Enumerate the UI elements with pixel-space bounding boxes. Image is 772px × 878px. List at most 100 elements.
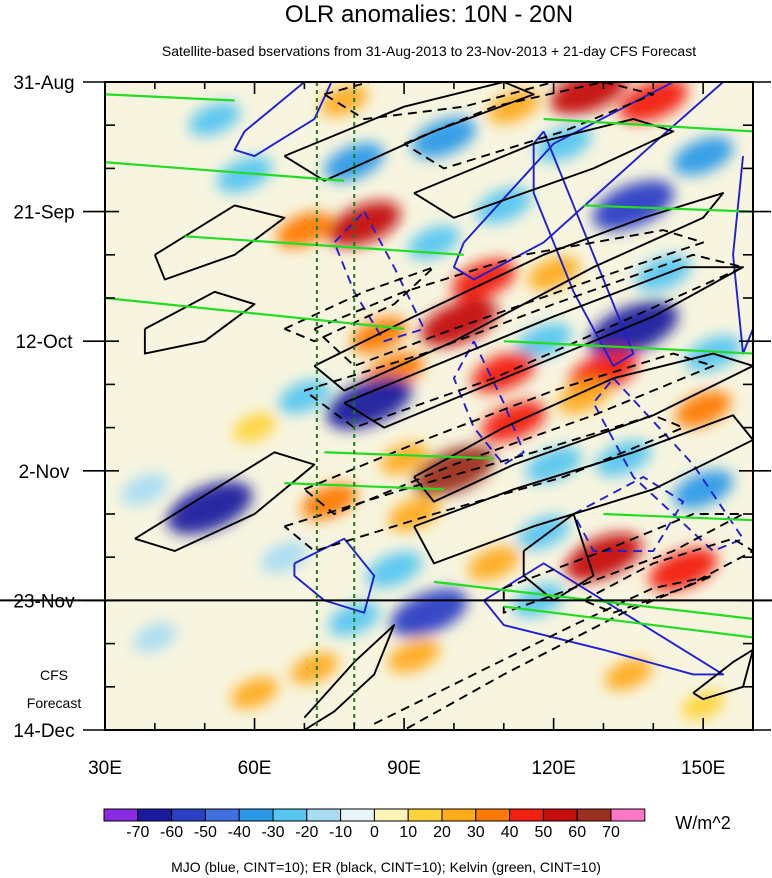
anomaly-blob-45	[366, 551, 423, 588]
anomaly-blob-55	[133, 622, 177, 652]
anomaly-blob-5	[411, 117, 477, 158]
reference-lines	[315, 82, 356, 730]
anomaly-blob-4	[188, 102, 241, 136]
black-contour-26	[303, 253, 744, 429]
green-contour-43	[503, 605, 753, 639]
wave-contours	[105, 82, 753, 730]
anomaly-blob-12	[327, 201, 401, 247]
x-tick-label-2: 90E	[387, 758, 421, 779]
anomaly-blob-6	[535, 125, 592, 162]
colorbar-swatch-3	[204, 808, 240, 822]
black-contour-22	[323, 82, 555, 120]
green-contour-33	[105, 161, 345, 182]
y-tick-label-4: 23-Nov	[13, 591, 75, 612]
green-contour-34	[184, 235, 464, 256]
anomaly-blob-9	[216, 156, 273, 193]
anomaly-blob-44	[467, 546, 520, 581]
colorbar-label-6: -10	[329, 824, 352, 841]
anomaly-blob-30	[232, 413, 277, 443]
y-tick-label-1: 21-Sep	[13, 203, 74, 224]
green-contour-37	[583, 204, 753, 213]
green-contour-38	[503, 340, 753, 355]
black-contour-16	[134, 451, 316, 552]
colorbar-swatch-4	[238, 808, 274, 822]
black-contour-20	[303, 624, 396, 730]
y-axis: 31-Aug 21-Sep 12-Oct 2-Nov 23-Nov 14-Dec	[13, 73, 771, 742]
anomaly-blob-31	[675, 391, 732, 428]
blue-contour-0	[233, 82, 333, 158]
colorbar-swatch-13	[542, 808, 578, 822]
black-contour-15	[343, 266, 744, 429]
anomaly-blob-52	[230, 677, 279, 709]
colorbar-label-1: -60	[160, 824, 183, 841]
x-tick-label-0: 30E	[88, 758, 122, 779]
anomaly-blob-35	[595, 440, 652, 477]
green-contour-39	[324, 451, 494, 460]
anomaly-blob-40	[673, 470, 734, 509]
forecast-label-line2: Forecast	[27, 695, 82, 711]
colorbar-label-0: -70	[126, 824, 149, 841]
legend-text: MJO (blue, CINT=10); ER (black, CINT=10)…	[171, 859, 601, 875]
y-tick-label-0: 31-Aug	[13, 73, 74, 94]
x-tick-label-4: 150E	[681, 758, 725, 779]
x-tick-label-1: 60E	[238, 758, 272, 779]
colorbar-units: W/m^2	[675, 813, 730, 833]
blue-contour-1	[452, 82, 725, 281]
x-axis: 30E 60E 90E 120E 150E	[88, 82, 754, 779]
blue-contour-9	[572, 476, 685, 552]
plot-area	[0, 81, 772, 731]
colorbar-swatch-8	[373, 808, 409, 822]
green-contour-41	[603, 512, 753, 522]
chart-subtitle: Satellite-based bservations from 31-Aug-…	[162, 43, 696, 59]
green-contour-40	[284, 482, 444, 491]
black-contour-23	[403, 82, 655, 170]
black-contour-30	[583, 537, 753, 614]
colorbar: -70 -60 -50 -40 -30 -20 -10 0 10 20 30 40 50 60 70	[103, 808, 646, 841]
colorbar-label-4: -30	[261, 824, 284, 841]
blue-contour-8	[483, 562, 725, 676]
anomaly-blob-10	[592, 180, 674, 231]
y-tick-label-2: 12-Oct	[15, 332, 73, 353]
anomaly-blob-18	[420, 298, 498, 347]
anomaly-blob-3	[487, 89, 540, 124]
anomaly-blob-13	[276, 212, 333, 249]
anomaly-blob-36	[166, 481, 253, 535]
black-contour-27	[303, 352, 715, 515]
anomaly-blob-37	[121, 473, 169, 506]
blue-contour-5	[452, 340, 525, 466]
anomaly-blob-53	[604, 658, 653, 691]
blue-contour-4	[333, 210, 425, 343]
anomaly-blob-51	[388, 639, 440, 673]
anomaly-blob-46	[260, 541, 309, 573]
colorbar-label-14: 70	[602, 824, 620, 841]
black-contour-10	[283, 82, 535, 182]
green-contour-32	[105, 93, 235, 102]
colorbar-swatch-9	[407, 808, 443, 822]
black-contour-21	[692, 648, 753, 701]
colorbar-label-13: 60	[568, 824, 586, 841]
colorbar-swatch-7	[340, 808, 375, 822]
plot-frame	[104, 81, 754, 731]
colorbar-swatch-6	[306, 808, 342, 822]
colorbar-swatch-1	[137, 808, 173, 822]
black-contour-13	[143, 290, 256, 355]
green-contour-36	[543, 117, 753, 133]
y-tick-label-5: 14-Dec	[13, 721, 74, 742]
y-tick-label-3: 2-Nov	[19, 462, 70, 483]
colorbar-label-5: -20	[295, 824, 318, 841]
colorbar-swatch-15	[610, 808, 646, 822]
anomaly-blob-7	[673, 136, 734, 176]
colorbar-label-2: -50	[194, 824, 217, 841]
colorbar-label-12: 50	[535, 824, 553, 841]
black-contour-25	[313, 229, 705, 367]
colorbar-label-7: 0	[370, 824, 379, 841]
colorbar-swatch-5	[272, 808, 308, 822]
x-tick-label-3: 120E	[531, 758, 575, 779]
black-contour-14	[313, 192, 725, 392]
colorbar-swatch-10	[441, 808, 477, 822]
black-contour-11	[153, 204, 286, 281]
colorbar-swatch-2	[171, 808, 206, 822]
anomaly-blob-15	[635, 255, 692, 292]
chart-title: OLR anomalies: 10N - 20N	[285, 1, 573, 28]
colorbar-swatch-12	[509, 808, 544, 822]
